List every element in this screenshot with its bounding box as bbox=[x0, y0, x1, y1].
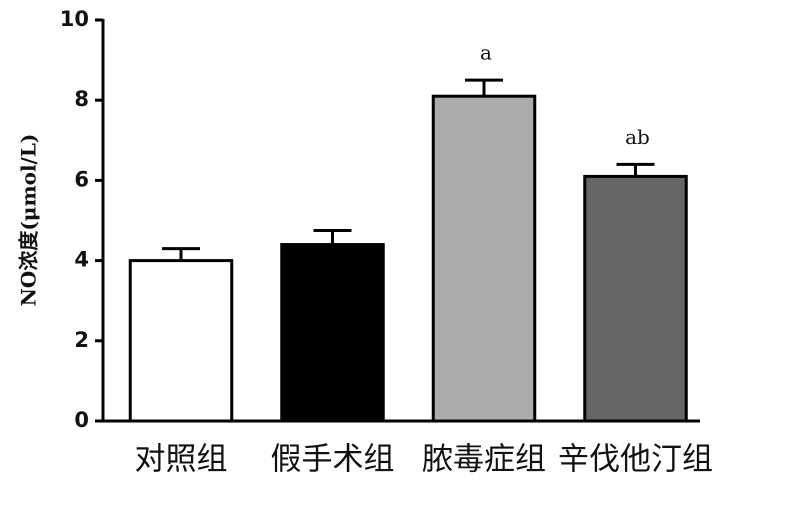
y-tick-label: 10 bbox=[60, 7, 89, 31]
y-tick-label: 6 bbox=[74, 167, 89, 191]
y-tick-label: 4 bbox=[74, 248, 89, 272]
bar bbox=[128, 259, 234, 423]
y-tick-label: 2 bbox=[74, 328, 89, 352]
bar bbox=[280, 243, 385, 423]
x-tick-label: 对照组 bbox=[135, 442, 228, 478]
annotation: ab bbox=[625, 125, 650, 149]
y-tick-label: 8 bbox=[74, 87, 89, 111]
bar bbox=[431, 94, 537, 423]
y-axis-label: NO浓度(μmol/L) bbox=[17, 134, 41, 307]
x-tick-label: 脓毒症组 bbox=[422, 442, 546, 478]
y-tick-label: 0 bbox=[74, 408, 89, 432]
bar bbox=[583, 174, 688, 423]
annotation: a bbox=[480, 41, 492, 65]
x-tick-label: 假手术组 bbox=[271, 442, 395, 478]
x-tick-label: 辛伐他汀组 bbox=[558, 442, 713, 478]
